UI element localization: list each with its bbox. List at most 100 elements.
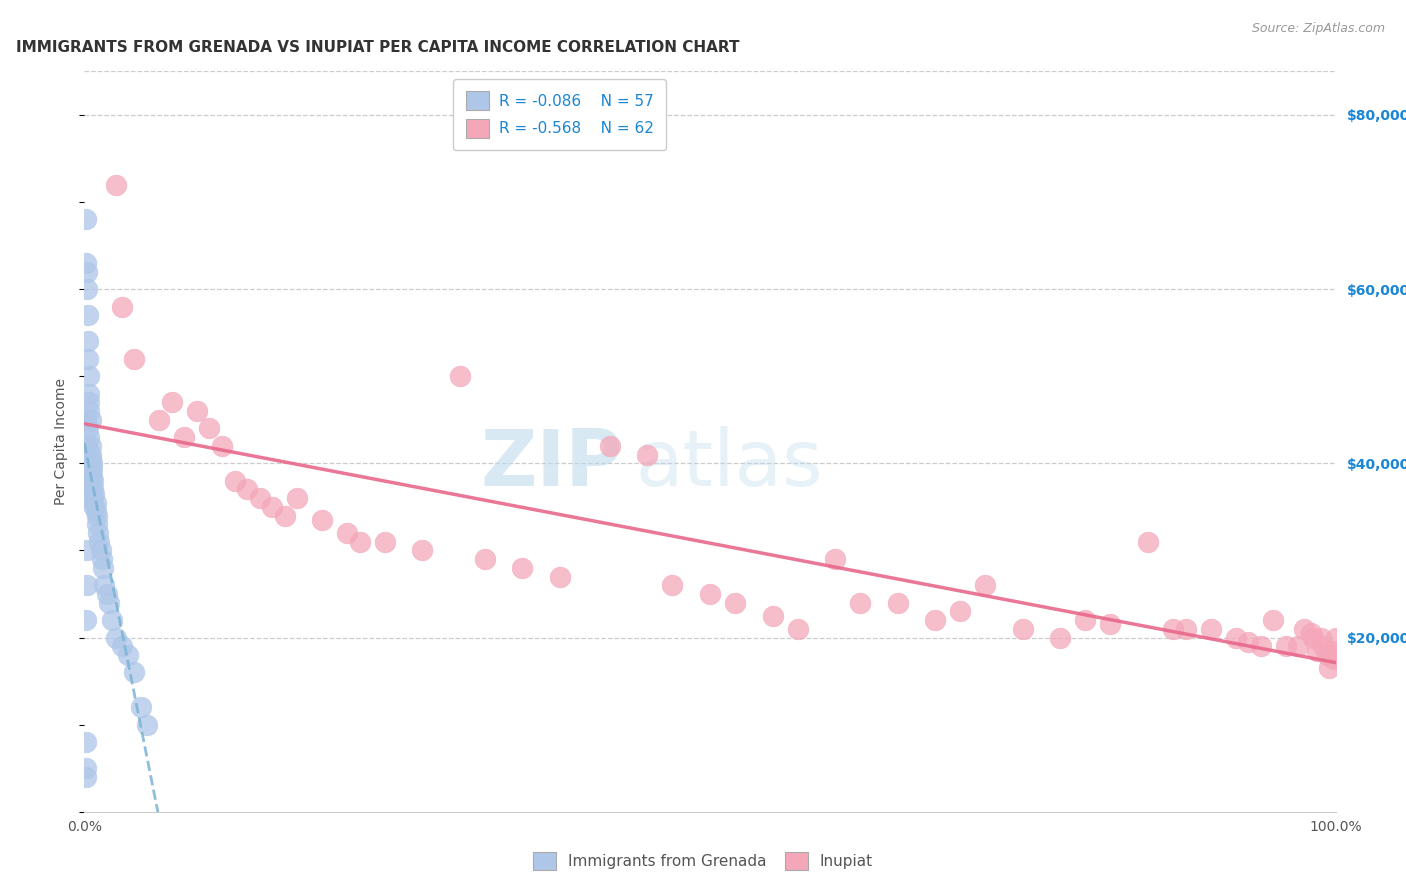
Point xyxy=(449,369,471,384)
Point xyxy=(117,648,139,662)
Point xyxy=(75,770,97,784)
Point xyxy=(84,495,107,509)
Point xyxy=(173,430,195,444)
Point xyxy=(1099,617,1122,632)
Point xyxy=(129,700,152,714)
Point xyxy=(1161,622,1184,636)
Point xyxy=(1199,622,1222,636)
Point xyxy=(762,608,785,623)
Point xyxy=(77,308,100,322)
Text: atlas: atlas xyxy=(636,425,823,502)
Point xyxy=(1225,631,1247,645)
Point xyxy=(1137,534,1160,549)
Point xyxy=(699,587,721,601)
Point xyxy=(273,508,295,523)
Point xyxy=(82,483,104,497)
Point xyxy=(211,439,233,453)
Y-axis label: Per Capita Income: Per Capita Income xyxy=(55,378,69,505)
Point xyxy=(104,631,127,645)
Point xyxy=(75,413,97,427)
Point xyxy=(924,613,946,627)
Point xyxy=(1174,622,1197,636)
Point xyxy=(79,448,101,462)
Point xyxy=(349,534,371,549)
Point xyxy=(236,483,259,497)
Point xyxy=(949,604,972,618)
Point xyxy=(124,351,146,366)
Point xyxy=(249,491,271,505)
Point xyxy=(82,491,104,505)
Point xyxy=(79,413,101,427)
Point xyxy=(1263,613,1285,627)
Point xyxy=(101,613,124,627)
Point xyxy=(77,448,100,462)
Point xyxy=(75,613,97,627)
Point xyxy=(262,500,284,514)
Point xyxy=(79,439,101,453)
Point xyxy=(75,735,97,749)
Point xyxy=(849,596,872,610)
Point xyxy=(80,478,103,492)
Point xyxy=(83,487,105,501)
Point xyxy=(86,508,108,523)
Text: IMMIGRANTS FROM GRENADA VS INUPIAT PER CAPITA INCOME CORRELATION CHART: IMMIGRANTS FROM GRENADA VS INUPIAT PER C… xyxy=(15,40,740,55)
Point xyxy=(79,452,101,467)
Point xyxy=(974,578,997,592)
Point xyxy=(1316,648,1339,662)
Point xyxy=(1294,622,1316,636)
Point xyxy=(84,504,107,518)
Point xyxy=(1274,639,1296,653)
Point xyxy=(75,491,97,505)
Point xyxy=(82,474,104,488)
Point xyxy=(87,526,110,541)
Point xyxy=(77,351,100,366)
Point xyxy=(1323,652,1346,666)
Point xyxy=(79,395,101,409)
Point xyxy=(661,578,683,592)
Point xyxy=(1286,639,1309,653)
Point xyxy=(1049,631,1071,645)
Point xyxy=(1324,631,1347,645)
Point xyxy=(637,448,659,462)
Point xyxy=(79,386,101,401)
Point xyxy=(90,552,112,566)
Point xyxy=(1250,639,1272,653)
Point xyxy=(98,596,121,610)
Point xyxy=(512,561,534,575)
Legend: Immigrants from Grenada, Inupiat: Immigrants from Grenada, Inupiat xyxy=(526,845,880,877)
Point xyxy=(80,456,103,470)
Point xyxy=(91,561,114,575)
Legend: R = -0.086    N = 57, R = -0.568    N = 62: R = -0.086 N = 57, R = -0.568 N = 62 xyxy=(453,79,666,150)
Point xyxy=(75,256,97,270)
Point xyxy=(90,543,112,558)
Point xyxy=(76,439,98,453)
Point xyxy=(474,552,496,566)
Point xyxy=(77,421,100,435)
Point xyxy=(76,543,98,558)
Point xyxy=(79,404,101,418)
Point xyxy=(79,465,101,479)
Text: ZIP: ZIP xyxy=(481,425,623,502)
Point xyxy=(336,526,359,541)
Point xyxy=(76,265,98,279)
Point xyxy=(411,543,433,558)
Point xyxy=(79,456,101,470)
Point xyxy=(1074,613,1097,627)
Point xyxy=(160,395,183,409)
Point xyxy=(1302,631,1324,645)
Point xyxy=(724,596,747,610)
Point xyxy=(86,517,108,532)
Point xyxy=(75,761,97,775)
Point xyxy=(311,513,333,527)
Point xyxy=(104,178,127,192)
Point xyxy=(148,413,170,427)
Point xyxy=(79,369,101,384)
Point xyxy=(186,404,208,418)
Point xyxy=(887,596,910,610)
Point xyxy=(79,430,101,444)
Text: Source: ZipAtlas.com: Source: ZipAtlas.com xyxy=(1251,22,1385,36)
Point xyxy=(1012,622,1035,636)
Point xyxy=(1299,626,1322,640)
Point xyxy=(786,622,808,636)
Point xyxy=(83,500,105,514)
